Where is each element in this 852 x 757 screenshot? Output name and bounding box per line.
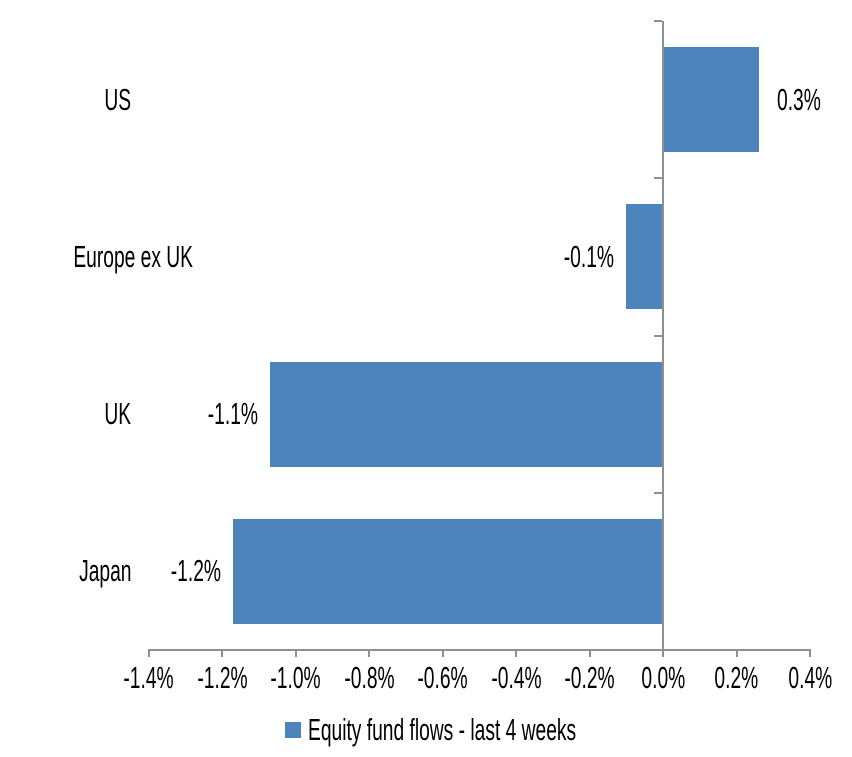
x-tick-label: -0.8% [309, 660, 429, 696]
legend-swatch [285, 722, 301, 738]
x-tick-label-text: -1.0% [270, 660, 321, 695]
x-tick-label: -1.4% [89, 660, 209, 696]
data-label-us: 0.3% [777, 82, 852, 118]
zero-baseline [662, 21, 664, 650]
x-tick-label-text: 0.2% [714, 660, 759, 695]
category-label-text: Japan [78, 553, 131, 589]
x-tick [588, 650, 591, 657]
category-label-uk: UK [0, 396, 131, 432]
y-tick [654, 20, 662, 22]
x-tick-label: -0.4% [456, 660, 576, 696]
category-label-europe-ex-uk: Europe ex UK [0, 239, 193, 275]
y-tick [654, 491, 662, 494]
bar-japan [233, 518, 663, 624]
x-tick [441, 650, 444, 657]
x-tick [147, 650, 150, 657]
x-axis-line [147, 649, 811, 651]
legend: Equity fund flows - last 4 weeks [285, 712, 740, 748]
x-tick [294, 650, 297, 657]
x-tick-label-text: -0.6% [417, 660, 468, 695]
bar-europe-ex-uk [626, 204, 663, 310]
legend-label: Equity fund flows - last 4 weeks [308, 712, 577, 747]
data-label-europe-ex-uk: -0.1% [464, 239, 614, 275]
x-tick-label-text: 0.0% [641, 660, 685, 695]
x-tick-label: 0.2% [677, 660, 797, 696]
data-label-text: -0.1% [564, 238, 615, 274]
y-tick [654, 177, 662, 180]
x-tick-label-text: 0.4% [788, 660, 832, 695]
x-tick [735, 650, 738, 657]
x-tick [662, 650, 664, 657]
data-label-text: 0.3% [776, 81, 821, 117]
x-tick-label-text: -0.8% [343, 660, 395, 695]
x-tick-label-text: -1.4% [123, 660, 174, 695]
y-tick [654, 334, 662, 337]
x-tick-label: 0.0% [603, 660, 723, 696]
x-tick [221, 650, 223, 657]
x-tick-label: -0.6% [383, 660, 503, 696]
data-label-text: -1.1% [207, 396, 258, 432]
x-tick-label: 0.4% [750, 660, 852, 696]
category-label-us: US [0, 82, 131, 118]
x-tick [515, 650, 517, 657]
x-tick-label-text: -1.2% [196, 660, 248, 695]
x-tick-label-text: -0.4% [490, 660, 542, 695]
bar-uk [269, 361, 663, 467]
bar-us [663, 47, 759, 153]
category-label-japan: Japan [0, 553, 131, 589]
x-tick [809, 650, 811, 657]
data-label-text: -1.2% [170, 553, 222, 589]
x-tick-label: -1.0% [236, 660, 356, 696]
data-label-uk: -1.1% [108, 396, 258, 432]
category-label-text: US [104, 81, 131, 117]
x-tick-label: -1.2% [162, 660, 282, 696]
data-label-japan: -1.2% [71, 553, 221, 589]
category-label-text: Europe ex UK [73, 238, 193, 274]
x-tick-label: -0.2% [530, 660, 650, 696]
x-tick [368, 650, 370, 657]
category-label-text: UK [104, 396, 131, 432]
x-tick-label-text: -0.2% [564, 660, 615, 695]
